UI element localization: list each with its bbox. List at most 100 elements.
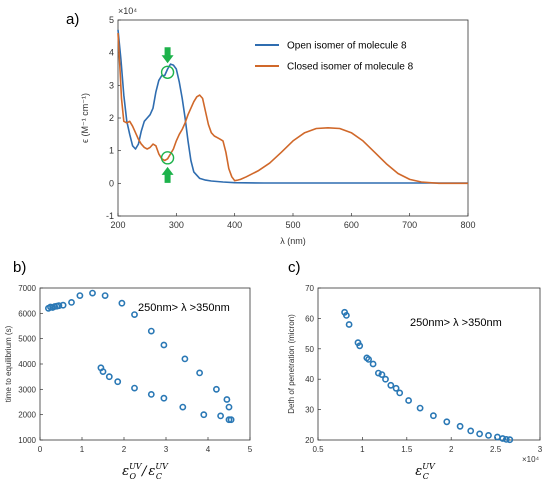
chart-a-xtick-label: 400 <box>227 220 242 230</box>
chart-b-ytick-label: 1000 <box>18 436 36 445</box>
chart-a-ytick-label: 2 <box>109 113 114 123</box>
chart-c-point <box>342 311 350 319</box>
chart-b-xlabel: εUV O / εUV C <box>122 462 169 481</box>
chart-b-point <box>147 390 155 398</box>
chart-b-xtick-label: 3 <box>164 445 169 454</box>
chart-c-point <box>387 381 395 389</box>
arrow-down-icon <box>161 47 174 64</box>
chart-b-point <box>99 368 107 375</box>
panel-label-c: c) <box>288 259 301 276</box>
chart-c-point <box>378 371 386 378</box>
chart-a-ytick-label: 5 <box>109 15 114 25</box>
chart-c-point <box>493 433 501 441</box>
chart-c-xtick-label: 1 <box>360 445 365 454</box>
chart-b-point <box>200 411 208 419</box>
chart-c-point <box>502 435 510 443</box>
legend-label-closed: Closed isomer of molecule 8 <box>287 62 414 73</box>
chart-c-ytick-label: 60 <box>305 314 314 323</box>
chart-b-point <box>160 341 168 349</box>
chart-b-point <box>227 416 235 424</box>
chart-c-ytick-label: 50 <box>305 345 314 354</box>
chart-c-point <box>485 431 492 439</box>
chart-b-ytick-label: 2000 <box>18 411 36 420</box>
chart-c-annotation: 250nm> λ >350nm <box>410 317 502 329</box>
chart-b-point <box>59 301 67 309</box>
chart-b-point <box>196 369 203 377</box>
chart-b-xtick-label: 4 <box>206 445 211 454</box>
chart-c-xtick-label: 1.5 <box>401 445 413 454</box>
chart-a-ytick-label: 0 <box>109 178 114 188</box>
chart-c-point <box>467 427 475 435</box>
chart-c-point <box>392 384 400 392</box>
chart-c: 0.5 1 1.5 2 2.5 3 20 30 40 50 60 70 250nm> λ >350nm… <box>287 284 543 481</box>
chart-b-xtick-label: 5 <box>248 445 253 454</box>
chart-b: 0 1 2 3 4 5 1000 2000 3000 4000 5000 6000 7000 250nm… <box>4 284 253 481</box>
chart-b-point <box>89 289 96 297</box>
chart-b-point <box>76 292 84 299</box>
chart-b-point <box>217 412 224 420</box>
arrow-up-icon <box>161 166 174 183</box>
chart-c-xtick-label: 3 <box>538 445 543 454</box>
chart-c-xtick-label: 2.5 <box>490 445 502 454</box>
chart-b-point <box>68 298 75 306</box>
panel-label-a: a) <box>66 11 79 28</box>
series-line-open <box>117 29 468 184</box>
chart-b-xtick-label: 1 <box>80 445 85 454</box>
chart-c-point <box>369 360 377 368</box>
chart-c-point <box>374 369 382 377</box>
panel-label-b: b) <box>13 259 26 276</box>
chart-c-point <box>416 404 424 412</box>
chart-b-annotation: 250nm> λ >350nm <box>138 302 230 314</box>
chart-a-ytick-label: 4 <box>109 48 114 58</box>
chart-b-ytick-label: 5000 <box>18 335 36 344</box>
chart-a-ytick-label: 1 <box>109 146 114 156</box>
chart-c-xtick-label: 0.5 <box>312 445 324 454</box>
chart-c-ytick-label: 70 <box>305 284 314 293</box>
chart-a-xtick-label: 600 <box>344 220 359 230</box>
chart-b-ytick-label: 7000 <box>18 284 36 293</box>
chart-c-point <box>443 418 451 426</box>
chart-b-point <box>114 378 122 386</box>
chart-c-point <box>476 430 483 438</box>
chart-b-point <box>223 396 231 403</box>
chart-b-xtick-label: 0 <box>38 445 43 454</box>
chart-c-ylabel: Deth of penetration (micron) <box>287 314 296 414</box>
chart-b-point <box>160 394 168 402</box>
chart-b-point <box>181 355 189 363</box>
chart-b-point <box>179 403 187 411</box>
chart-c-point <box>429 412 437 420</box>
chart-a-ytick-label: 3 <box>109 80 114 90</box>
chart-a-ylabel: ϵ (M⁻¹ cm⁻¹) <box>80 93 90 143</box>
chart-a-xlabel: λ (nm) <box>280 236 306 246</box>
legend-label-open: Open isomer of molecule 8 <box>287 41 407 52</box>
chart-c-point <box>396 389 404 397</box>
chart-b-point <box>131 311 138 318</box>
chart-b-point <box>101 292 109 299</box>
chart-c-xtick-label: 2 <box>449 445 454 454</box>
chart-a-xtick-label: 700 <box>402 220 417 230</box>
chart-c-ytick-label: 40 <box>305 375 314 384</box>
chart-b-point <box>147 327 155 335</box>
chart-a-exponent-label: ×10⁴ <box>118 6 137 16</box>
chart-b-ytick-label: 4000 <box>18 360 36 369</box>
chart-c-point <box>365 355 372 363</box>
marker-circle-2 <box>160 151 175 165</box>
chart-c-point <box>456 422 464 430</box>
chart-a-xtick-label: 500 <box>285 220 300 230</box>
chart-b-xtick-label: 2 <box>122 445 127 454</box>
chart-c-point <box>345 321 353 328</box>
chart-c-ytick-label: 20 <box>305 436 314 445</box>
chart-a-xtick-label: 300 <box>169 220 184 230</box>
chart-a-xtick-label: 200 <box>110 220 125 230</box>
chart-a-legend: Open isomer of molecule 8 Closed isomer … <box>255 41 414 73</box>
chart-b-ytick-label: 6000 <box>18 309 36 318</box>
chart-c-exponent-label: ×10⁴ <box>522 455 540 464</box>
chart-c-ytick-label: 30 <box>305 406 314 415</box>
chart-c-xlabel: εUV C <box>415 462 436 481</box>
chart-b-ytick-label: 3000 <box>18 385 36 394</box>
chart-c-point <box>382 375 389 383</box>
chart-b-point <box>118 299 126 307</box>
chart-c-point <box>499 435 507 442</box>
chart-a: ×10⁴ 200 300 400 500 600 700 800 -1 0 1 2 3 4 5 λ (nm… <box>80 6 476 246</box>
chart-c-point <box>405 397 412 404</box>
